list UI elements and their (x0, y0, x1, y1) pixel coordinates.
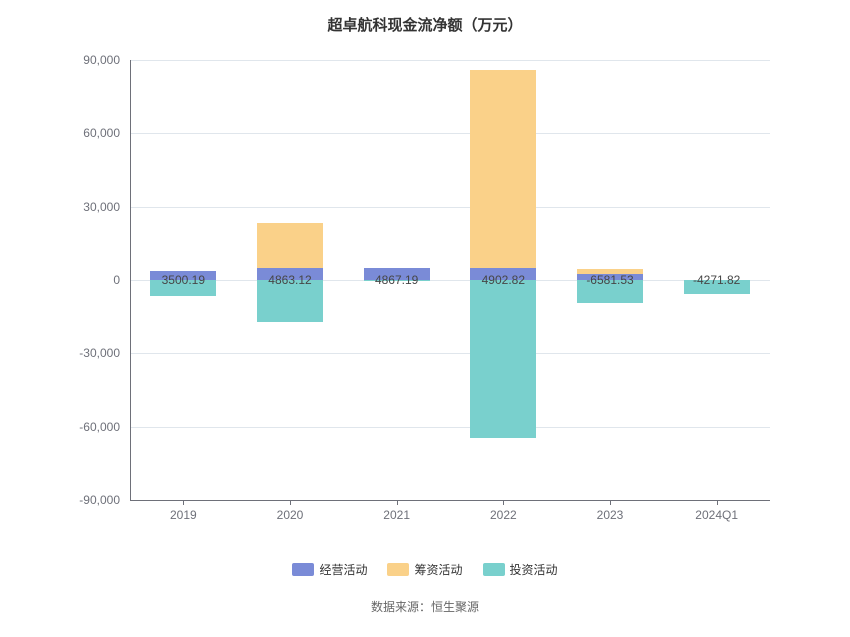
x-axis-label: 2019 (170, 508, 197, 522)
legend-item[interactable]: 投资活动 (483, 561, 558, 578)
y-axis-label: 60,000 (83, 126, 120, 140)
chart-title: 超卓航科现金流净额（万元） (0, 0, 850, 35)
legend-swatch (387, 563, 409, 576)
grid-line (130, 280, 770, 281)
x-axis-label: 2022 (490, 508, 517, 522)
data-label: -6581.53 (586, 273, 633, 287)
legend-swatch (292, 563, 314, 576)
legend-item[interactable]: 经营活动 (292, 561, 367, 578)
grid-line (130, 60, 770, 61)
grid-line (130, 427, 770, 428)
legend-label: 筹资活动 (414, 561, 462, 578)
x-axis-label: 2024Q1 (695, 508, 738, 522)
y-axis-label: 90,000 (83, 53, 120, 67)
y-axis-label: -60,000 (79, 420, 120, 434)
plot-area: -90,000-60,000-30,000030,00060,00090,000… (130, 60, 770, 500)
x-axis-line (130, 500, 770, 501)
legend-swatch (483, 563, 505, 576)
data-label: 4867.19 (375, 273, 418, 287)
x-tick (397, 500, 398, 505)
grid-line (130, 353, 770, 354)
x-tick (290, 500, 291, 505)
y-axis-label: 0 (113, 273, 120, 287)
data-label: 4863.12 (268, 273, 311, 287)
y-axis-label: 30,000 (83, 200, 120, 214)
x-tick (610, 500, 611, 505)
data-label: 3500.19 (162, 273, 205, 287)
data-label: 4902.82 (482, 273, 525, 287)
legend-item[interactable]: 筹资活动 (387, 561, 462, 578)
x-tick (183, 500, 184, 505)
legend-label: 经营活动 (319, 561, 367, 578)
legend-label: 投资活动 (510, 561, 558, 578)
bar-segment (470, 70, 536, 268)
y-axis-label: -30,000 (79, 346, 120, 360)
bar-segment (470, 280, 536, 438)
y-axis-line (130, 60, 131, 500)
legend: 经营活动 筹资活动 投资活动 (0, 561, 850, 579)
source-label: 数据来源：恒生聚源 (0, 598, 850, 615)
x-axis-label: 2020 (277, 508, 304, 522)
x-axis-label: 2023 (597, 508, 624, 522)
x-tick (717, 500, 718, 505)
x-axis-label: 2021 (383, 508, 410, 522)
grid-line (130, 207, 770, 208)
y-axis-label: -90,000 (79, 493, 120, 507)
x-tick (503, 500, 504, 505)
data-label: -4271.82 (693, 273, 740, 287)
chart-container: 超卓航科现金流净额（万元） -90,000-60,000-30,000030,0… (0, 0, 850, 637)
grid-line (130, 133, 770, 134)
bar-segment (257, 223, 323, 268)
